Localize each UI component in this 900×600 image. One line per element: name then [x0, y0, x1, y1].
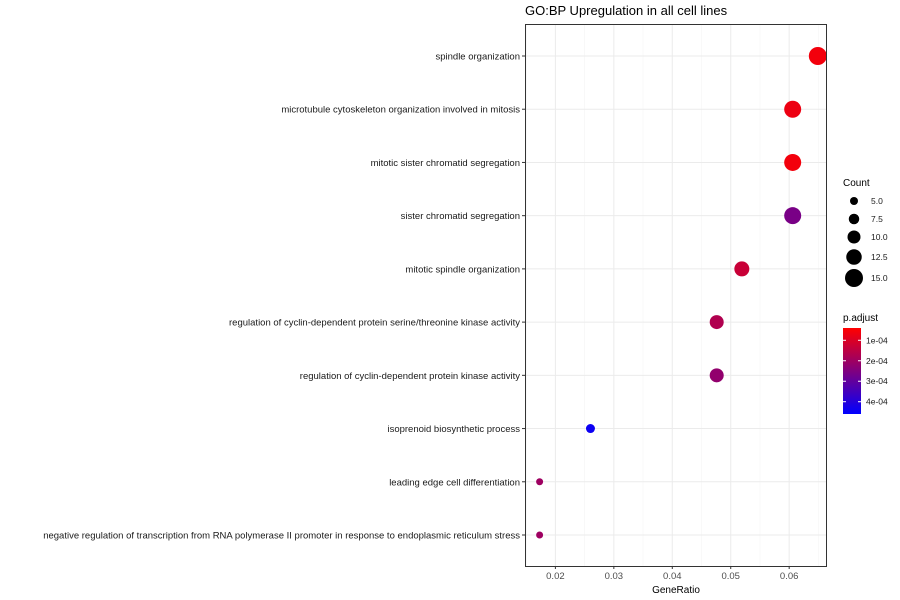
- count-legend-label: 5.0: [871, 196, 883, 206]
- data-point: [709, 368, 724, 383]
- x-tick-label: 0.04: [663, 571, 682, 582]
- data-point: [536, 531, 544, 539]
- y-axis-category-labels: spindle organization microtubule cytoskel…: [43, 52, 525, 542]
- count-legend-key: [845, 269, 863, 287]
- y-category-label: spindle organization: [435, 52, 520, 63]
- data-point: [585, 424, 595, 434]
- data-point: [784, 100, 802, 118]
- p-adjust-colorbar: [843, 328, 861, 414]
- panel-border: [525, 24, 827, 567]
- count-legend-label: 10.0: [871, 232, 888, 242]
- count-legend-key: [848, 213, 860, 225]
- data-point: [709, 315, 724, 330]
- chart-title: GO:BP Upregulation in all cell lines: [525, 3, 728, 18]
- x-axis-ticks: 0.02 0.03 0.04 0.05 0.06: [546, 566, 798, 582]
- count-legend: Count 5.0 7.5 10.0 12.5 15.0: [843, 178, 888, 287]
- p-adjust-legend-label: 4e-04: [866, 397, 888, 407]
- data-point: [734, 261, 750, 277]
- count-legend-key: [846, 249, 862, 265]
- y-category-label: sister chromatid segregation: [401, 211, 520, 222]
- p-adjust-legend: p.adjust 1e-04 2e-04 3e-04 4e-04: [843, 313, 888, 414]
- count-legend-label: 7.5: [871, 214, 883, 224]
- data-point: [536, 478, 544, 486]
- x-tick-label: 0.03: [605, 571, 624, 582]
- p-adjust-legend-label: 2e-04: [866, 356, 888, 366]
- x-tick-label: 0.05: [721, 571, 740, 582]
- count-legend-label: 12.5: [871, 252, 888, 262]
- y-category-label: regulation of cyclin-dependent protein k…: [300, 371, 520, 382]
- x-axis-title: GeneRatio: [652, 585, 700, 596]
- p-adjust-legend-title: p.adjust: [843, 313, 878, 324]
- grid: [525, 24, 826, 566]
- y-category-label: leading edge cell differentiation: [389, 477, 520, 488]
- count-legend-key: [847, 230, 861, 244]
- p-adjust-legend-label: 1e-04: [866, 335, 888, 345]
- data-point: [784, 153, 802, 171]
- count-legend-label: 15.0: [871, 273, 888, 283]
- y-category-label: mitotic spindle organization: [405, 264, 520, 275]
- y-category-label: regulation of cyclin-dependent protein s…: [229, 318, 520, 329]
- p-adjust-legend-label: 3e-04: [866, 376, 888, 386]
- x-tick-label: 0.02: [546, 571, 565, 582]
- data-point: [808, 47, 827, 65]
- data-points: [536, 47, 827, 539]
- x-tick-label: 0.06: [780, 571, 799, 582]
- count-legend-title: Count: [843, 178, 870, 189]
- y-category-label: microtubule cytoskeleton organization in…: [281, 105, 520, 116]
- y-category-label: negative regulation of transcription fro…: [43, 531, 520, 542]
- y-category-label: isoprenoid biosynthetic process: [387, 424, 520, 435]
- y-category-label: mitotic sister chromatid segregation: [371, 158, 520, 169]
- data-point: [784, 207, 802, 225]
- count-legend-key: [850, 197, 858, 205]
